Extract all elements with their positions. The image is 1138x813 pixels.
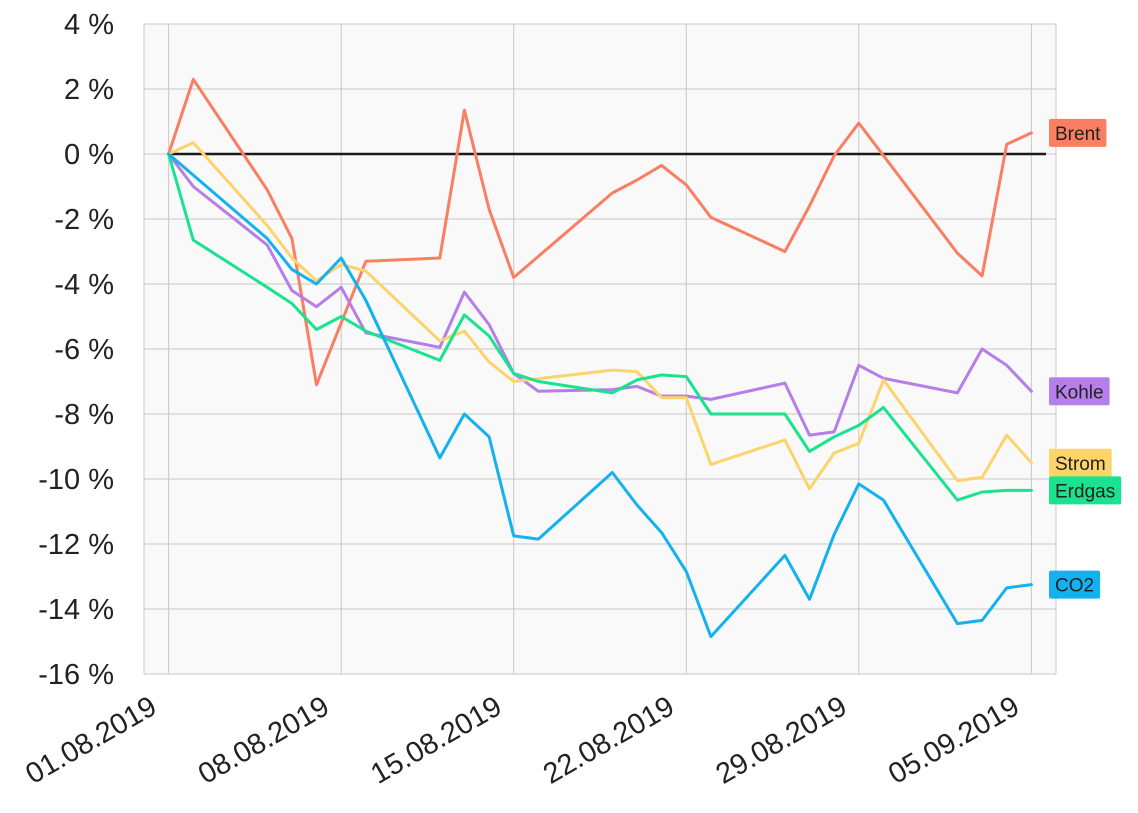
series-line-erdgas [167, 152, 1033, 502]
end-label-text: Brent [1055, 124, 1101, 145]
y-tick-label: -14 % [38, 594, 114, 626]
x-tick-label: 05.09.2019 [883, 690, 1025, 790]
end-label-box [1049, 377, 1110, 406]
x-tick-label: 29.08.2019 [711, 690, 853, 790]
end-label-co2: CO2 [1049, 570, 1101, 599]
x-tick-label: 22.08.2019 [538, 690, 680, 790]
x-tick-label: 01.08.2019 [20, 690, 162, 790]
series-line-strom [167, 141, 1033, 491]
end-label-text: Kohle [1055, 382, 1104, 403]
end-label-strom: Strom [1049, 448, 1112, 477]
end-label-text: Erdgas [1055, 481, 1115, 502]
end-label-box [1049, 570, 1101, 599]
y-tick-label: -10 % [38, 464, 114, 496]
end-label-brent: Brent [1049, 118, 1107, 147]
end-label-text: Strom [1055, 454, 1106, 475]
series-line-co2 [167, 152, 1033, 639]
end-label-box [1049, 448, 1112, 477]
y-tick-label: -2 % [54, 204, 114, 236]
end-label-text: CO2 [1055, 576, 1094, 597]
y-tick-label: -4 % [54, 269, 114, 301]
series-line-brent [167, 77, 1033, 387]
y-axis: 4 % 2 % 0 % -2 % -4 % -6 % -8 % -10 % -12 % -14 %… [38, 9, 114, 691]
y-tick-label: -16 % [38, 659, 114, 691]
x-axis: 01.08.2019 08.08.2019 15.08.2019 22.08.2019… [20, 690, 1024, 790]
y-tick-label: 0 % [64, 139, 114, 171]
x-tick-label: 15.08.2019 [366, 690, 508, 790]
end-label-box [1049, 476, 1122, 505]
y-tick-label: -6 % [54, 334, 114, 366]
end-label-erdgas: Erdgas [1049, 476, 1122, 505]
end-label-kohle: Kohle [1049, 377, 1110, 406]
x-tick-label: 08.08.2019 [193, 690, 335, 790]
y-tick-label: 2 % [64, 74, 114, 106]
y-tick-label: -8 % [54, 399, 114, 431]
end-labels: Brent Kohle Strom Erdgas CO2 [1049, 118, 1122, 599]
series-lines [167, 77, 1033, 639]
end-label-box [1049, 118, 1107, 147]
y-tick-label: 4 % [64, 9, 114, 41]
y-tick-label: -12 % [38, 529, 114, 561]
